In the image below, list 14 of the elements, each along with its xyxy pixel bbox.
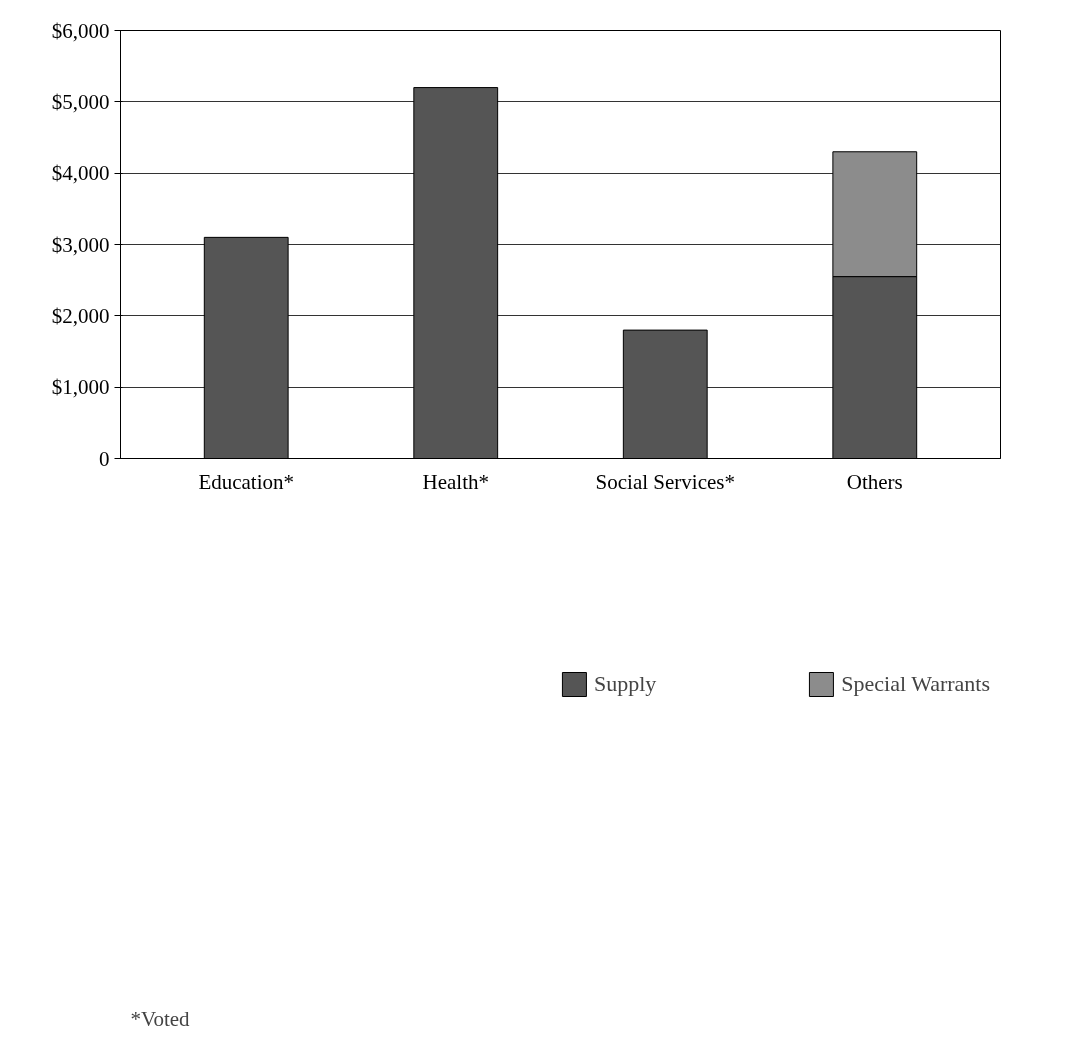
y-tick-label: $3,000 [51, 232, 110, 257]
y-tick-label: 0 [99, 446, 110, 471]
x-tick-label: Social Services* [595, 469, 735, 494]
legend-label: Supply [593, 671, 657, 698]
legend-label: Special Warrants [841, 671, 990, 698]
y-tick-label: $2,000 [51, 303, 110, 328]
y-tick-label: $4,000 [51, 161, 110, 186]
y-tick-label: $5,000 [51, 89, 110, 114]
x-tick-label: Health* [422, 469, 489, 494]
y-tick-label: $6,000 [51, 18, 110, 43]
x-tick-label: Others [846, 469, 903, 494]
x-tick-label: Education* [198, 469, 295, 494]
text: *Voted [130, 1006, 191, 1031]
y-tick-label: $1,000 [51, 375, 110, 400]
